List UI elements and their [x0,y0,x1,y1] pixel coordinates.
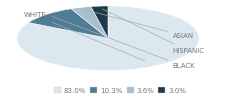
Text: ASIAN: ASIAN [85,10,194,39]
Text: HISPANIC: HISPANIC [102,9,205,54]
Text: WHITE: WHITE [24,12,145,61]
Wedge shape [28,9,108,38]
Wedge shape [91,6,108,38]
Text: BLACK: BLACK [52,17,195,69]
Wedge shape [71,6,108,38]
Wedge shape [17,6,199,70]
Legend: 83.0%, 10.3%, 3.6%, 3.0%: 83.0%, 10.3%, 3.6%, 3.0% [51,85,189,96]
